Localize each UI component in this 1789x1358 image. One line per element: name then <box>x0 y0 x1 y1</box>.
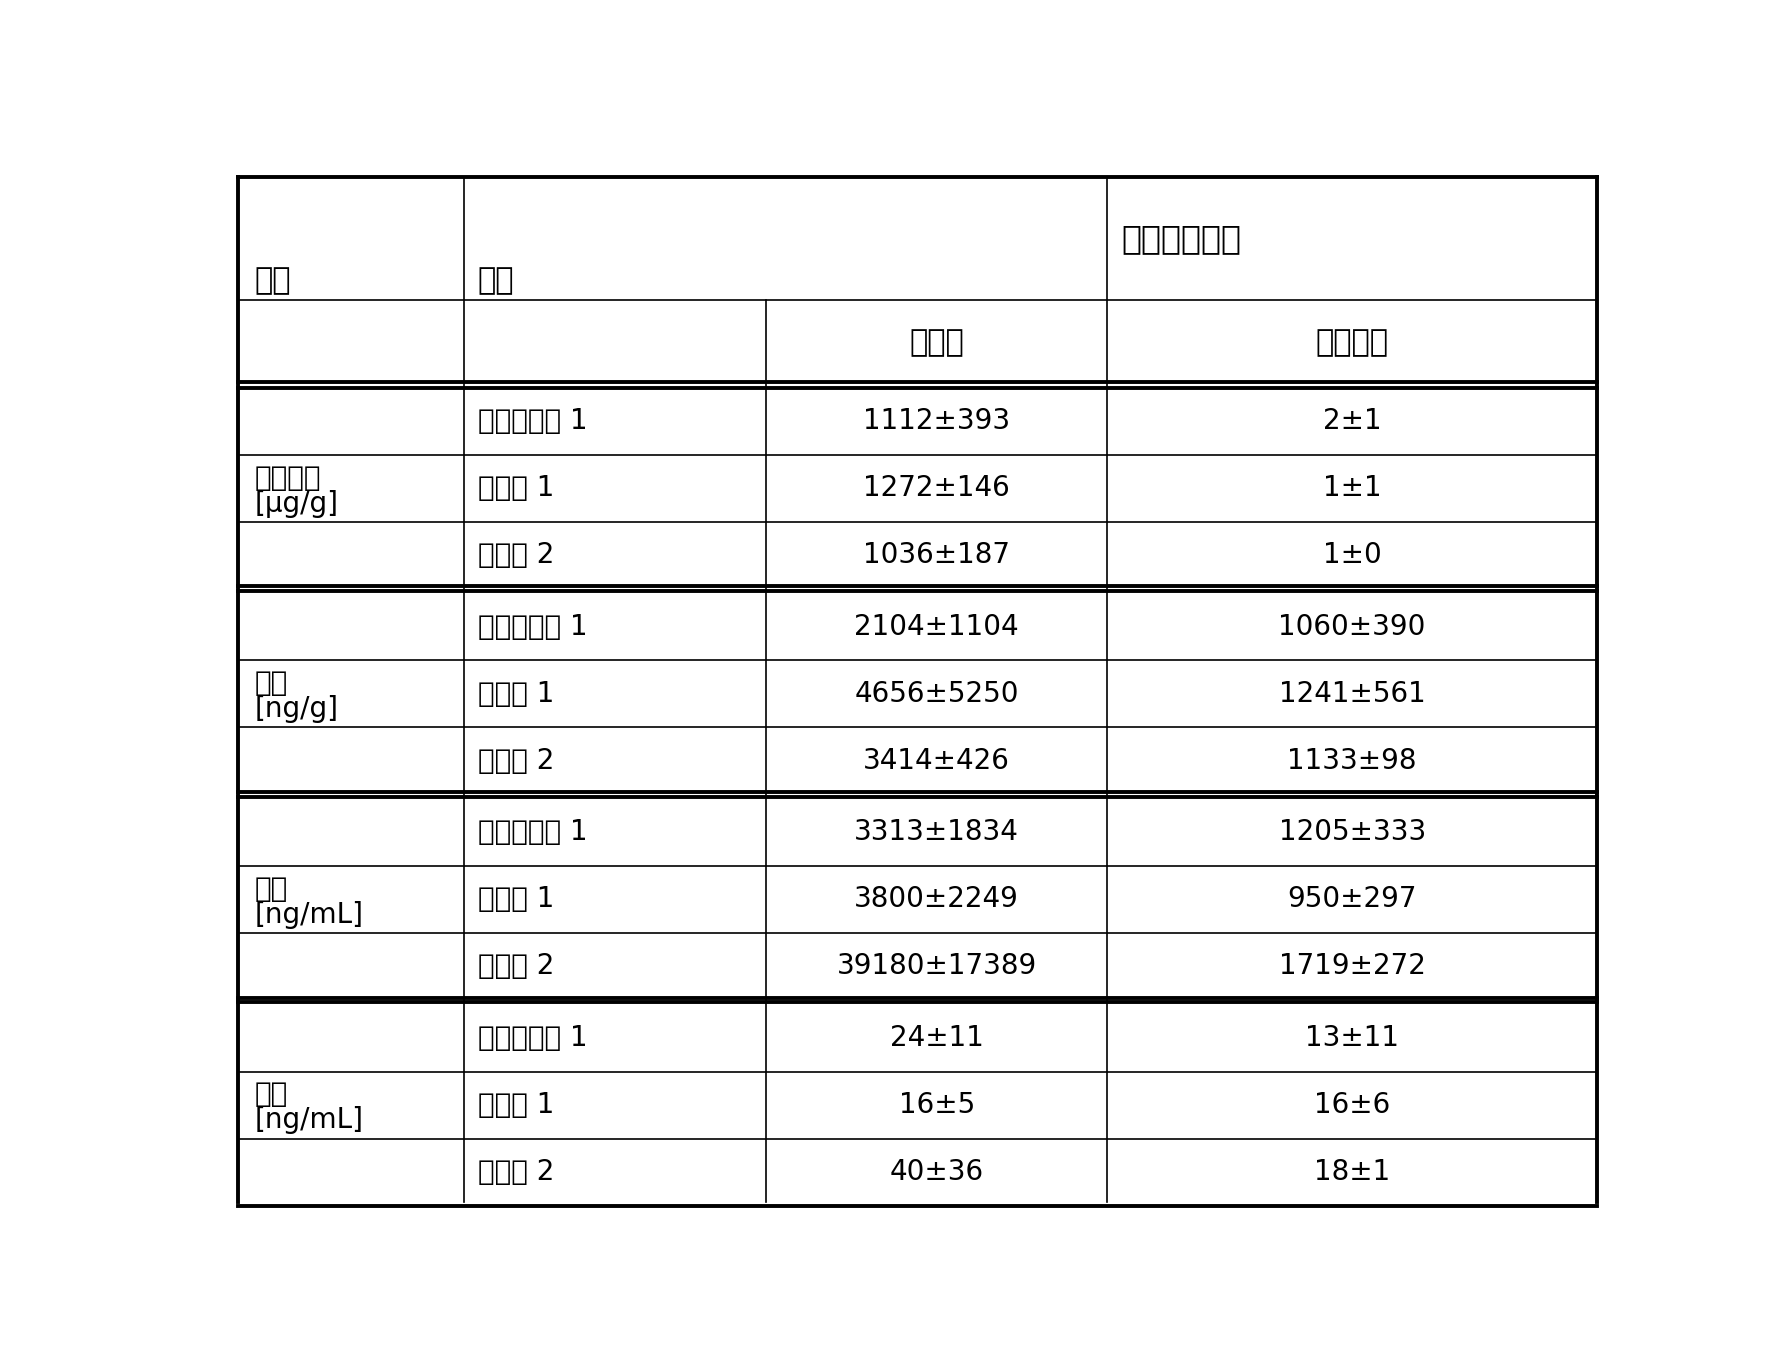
Text: 40±36: 40±36 <box>889 1158 984 1186</box>
Text: 1112±393: 1112±393 <box>862 407 1009 436</box>
Text: 39180±17389: 39180±17389 <box>835 952 1036 980</box>
Text: 18±1: 18±1 <box>1313 1158 1390 1186</box>
Text: 比较实施例 1: 比较实施例 1 <box>478 819 587 846</box>
Text: 16±6: 16±6 <box>1313 1090 1390 1119</box>
Text: 结膜: 结膜 <box>254 669 288 697</box>
Text: [ng/mL]: [ng/mL] <box>254 900 363 929</box>
Text: 4656±5250: 4656±5250 <box>853 680 1018 708</box>
Text: 1±0: 1±0 <box>1322 542 1381 569</box>
Text: 16±5: 16±5 <box>898 1090 975 1119</box>
Text: 1133±98: 1133±98 <box>1286 747 1417 775</box>
Text: 比较实施例 1: 比较实施例 1 <box>478 1024 587 1052</box>
Text: 2104±1104: 2104±1104 <box>853 612 1018 641</box>
Text: 未给药眼: 未给药眼 <box>1315 327 1388 357</box>
Text: 1060±390: 1060±390 <box>1277 612 1426 641</box>
Text: 实施例 2: 实施例 2 <box>478 747 555 775</box>
Text: 比较实施例 1: 比较实施例 1 <box>478 407 587 436</box>
Text: 组织: 组织 <box>254 266 292 295</box>
Text: 泪液: 泪液 <box>254 875 288 903</box>
Text: 1241±561: 1241±561 <box>1277 680 1424 708</box>
Text: 13±11: 13±11 <box>1304 1024 1399 1052</box>
Text: 实施例 2: 实施例 2 <box>478 1158 555 1186</box>
Text: 实施例 1: 实施例 1 <box>478 680 555 708</box>
Text: 给药眼: 给药眼 <box>909 327 964 357</box>
Text: 实施例 2: 实施例 2 <box>478 952 555 980</box>
Text: 眼睑皮肤: 眼睑皮肤 <box>254 463 320 492</box>
Text: [ng/g]: [ng/g] <box>254 695 338 724</box>
Text: [ng/mL]: [ng/mL] <box>254 1107 363 1134</box>
Text: [μg/g]: [μg/g] <box>254 490 338 517</box>
Text: 实施例 1: 实施例 1 <box>478 1090 555 1119</box>
Text: 1036±187: 1036±187 <box>862 542 1009 569</box>
Text: 24±11: 24±11 <box>889 1024 984 1052</box>
Text: 实施例 1: 实施例 1 <box>478 885 555 914</box>
Text: 3414±426: 3414±426 <box>862 747 1009 775</box>
Text: 950±297: 950±297 <box>1286 885 1417 914</box>
Text: 房水: 房水 <box>254 1080 288 1108</box>
Text: 2±1: 2±1 <box>1322 407 1381 436</box>
Text: 比较实施例 1: 比较实施例 1 <box>478 612 587 641</box>
Text: 实施例 1: 实施例 1 <box>478 474 555 502</box>
Text: 实施例 2: 实施例 2 <box>478 542 555 569</box>
Text: 酮替芬的浓度: 酮替芬的浓度 <box>1122 221 1242 255</box>
Text: 1719±272: 1719±272 <box>1277 952 1424 980</box>
Text: 3313±1834: 3313±1834 <box>853 819 1018 846</box>
Text: 3800±2249: 3800±2249 <box>853 885 1018 914</box>
Text: 1272±146: 1272±146 <box>862 474 1009 502</box>
Text: 制剂: 制剂 <box>478 266 513 295</box>
Text: 1205±333: 1205±333 <box>1277 819 1426 846</box>
Text: 1±1: 1±1 <box>1322 474 1381 502</box>
